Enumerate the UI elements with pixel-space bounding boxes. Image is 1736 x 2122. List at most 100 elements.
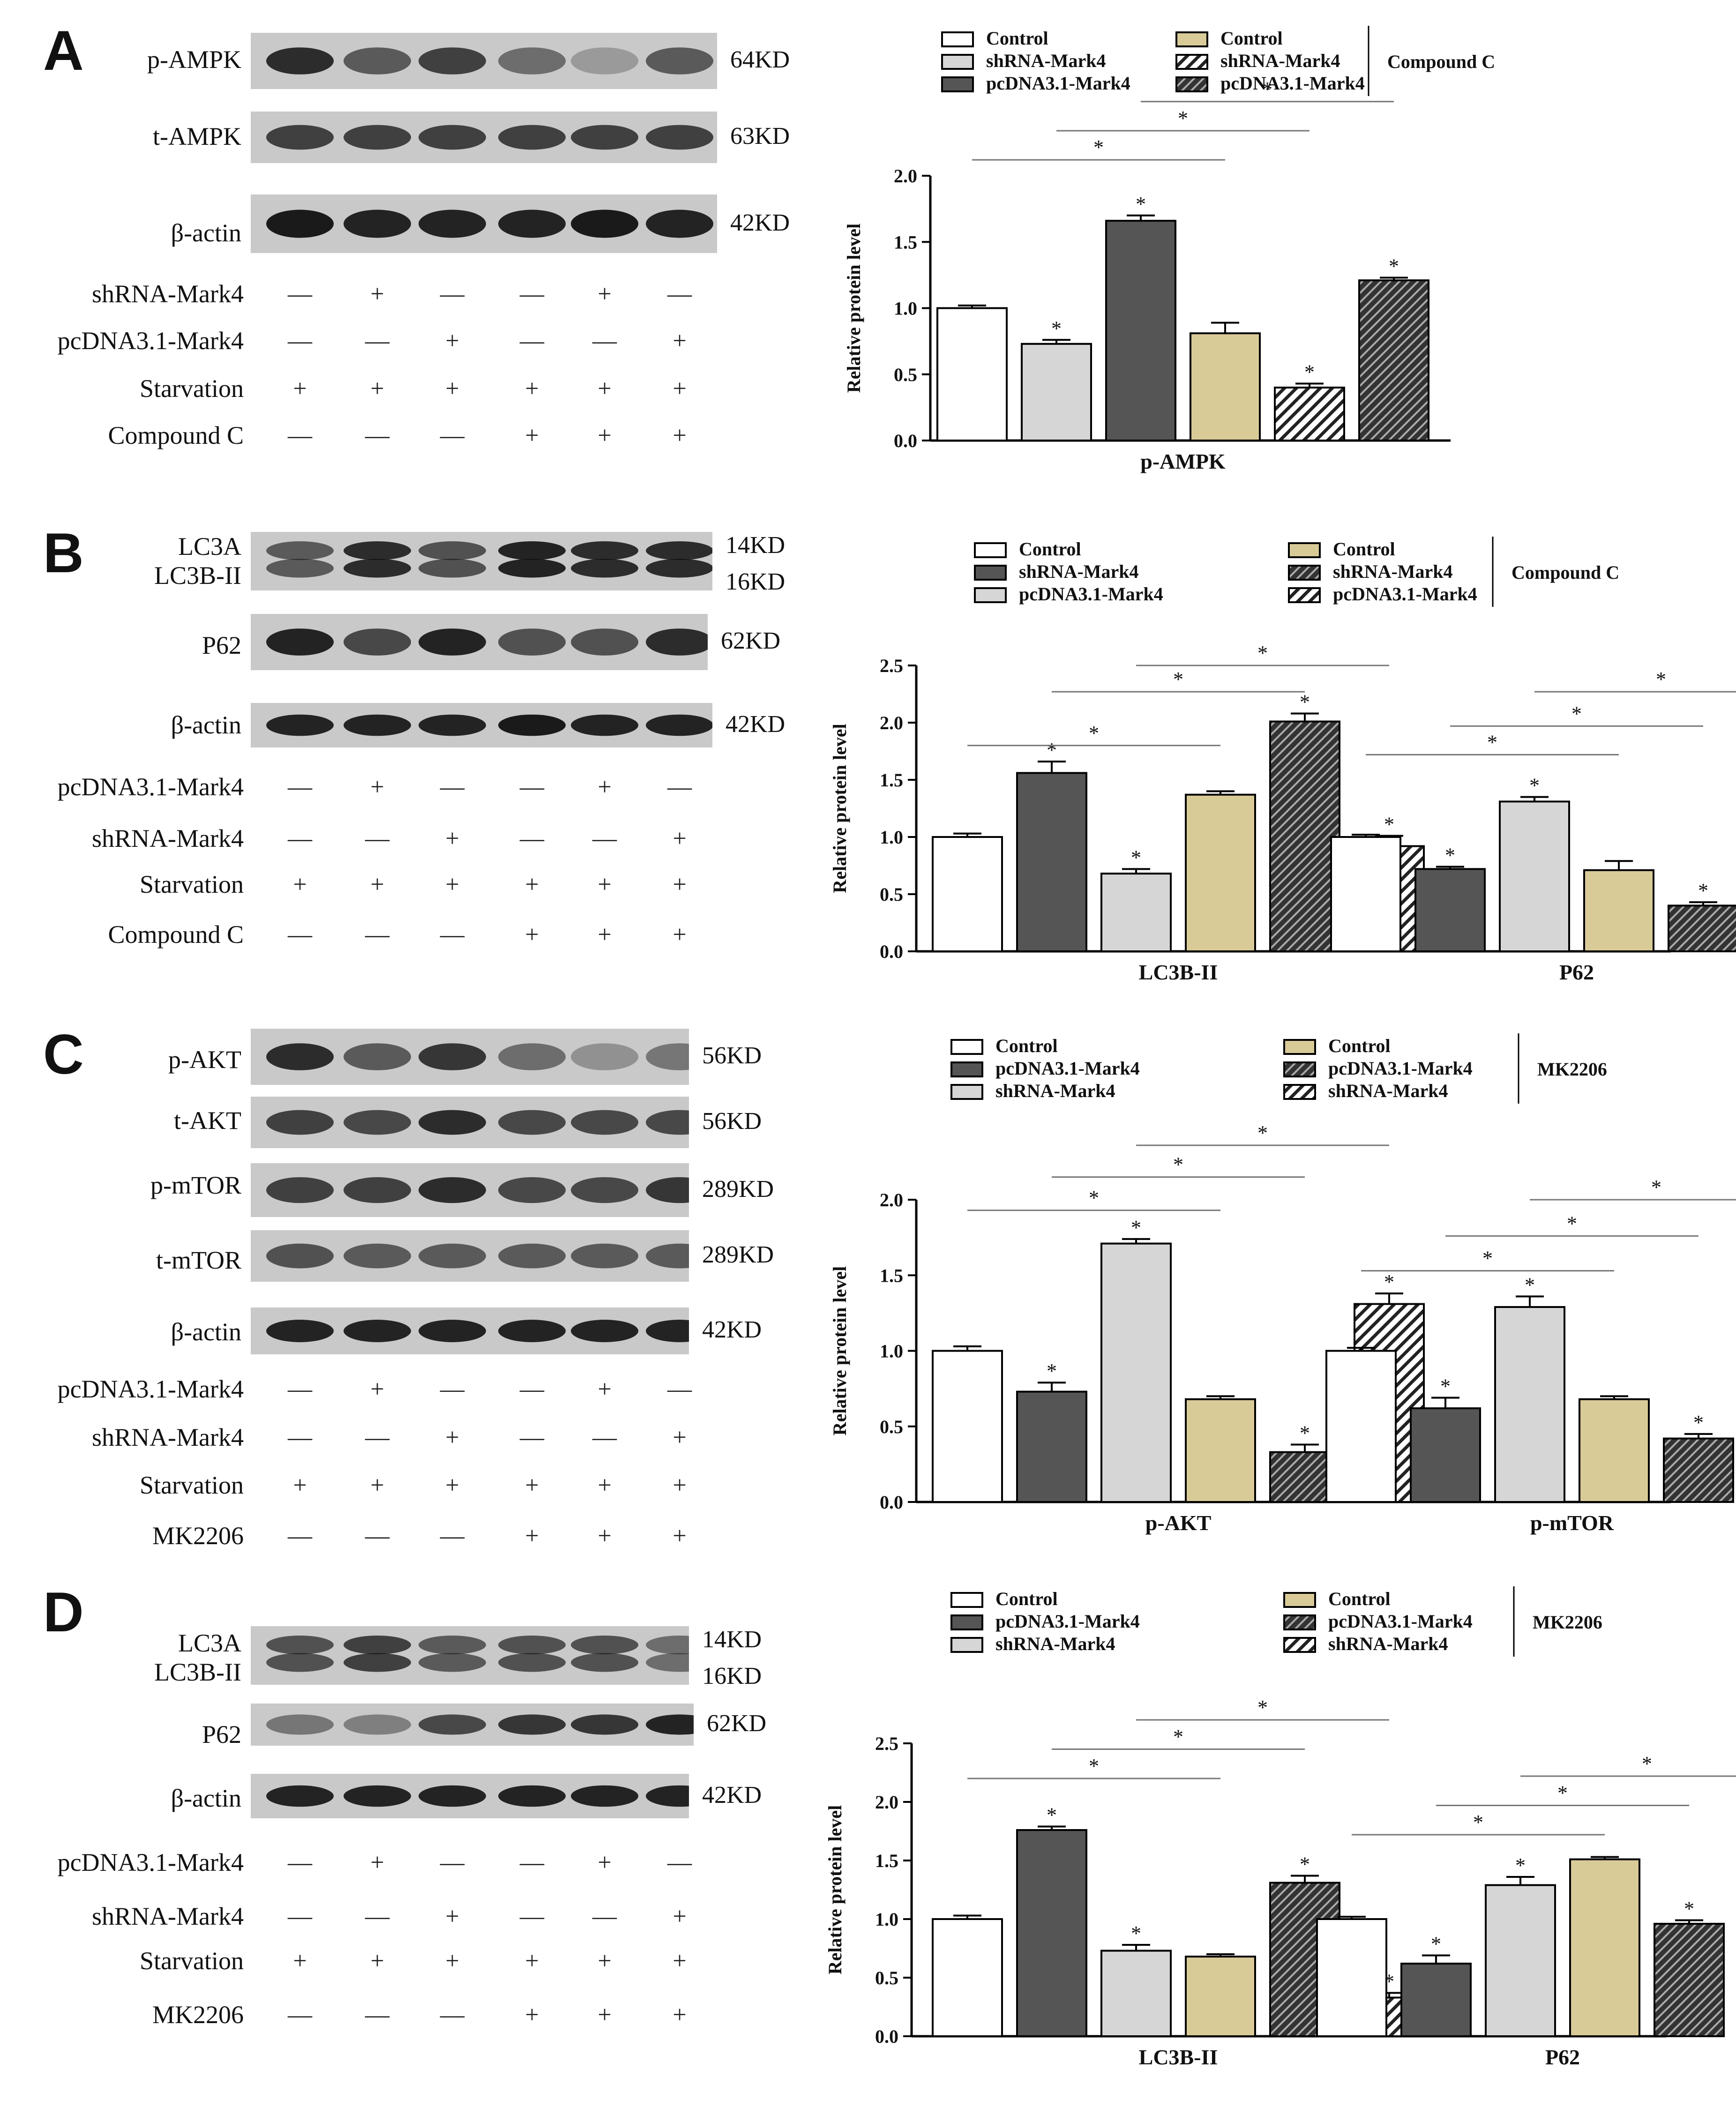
kd-marker: 289KD [702,1175,774,1203]
y-tick-label: 1.5 [875,1850,898,1871]
bar [1400,1963,1472,2037]
y-tick-label: 1.0 [880,827,903,848]
significance-star: * [1384,1270,1394,1293]
inhibitor-label: Compound C [1387,51,1495,72]
legend-swatch [1288,565,1321,581]
significance-line-star: * [1089,722,1099,745]
legend-swatch [1283,1614,1316,1630]
blot-band [571,125,638,150]
blot-band [266,209,334,238]
blot-row-label: β-actin [171,1318,241,1346]
blot-band [419,209,486,238]
blot-band [419,1110,486,1135]
blot-band [419,47,486,75]
blot-band [646,47,713,75]
blot-row-label: β-actin [171,219,241,247]
legend-label: shRNA-Mark4 [995,1633,1115,1654]
blot-band [498,1320,566,1342]
blot-strip-lc3a [251,1626,689,1685]
y-tick-label: 0.5 [880,1416,903,1437]
blot-band [498,1653,566,1672]
blot-row-label: β-actin [171,711,241,739]
condition-minus: — [592,328,617,354]
significance-line-star: * [1262,78,1272,101]
y-tick-label: 2.0 [894,165,917,187]
bar [1410,1407,1481,1503]
blot-band [419,628,486,656]
blot-band [498,1714,566,1735]
kd-marker: 62KD [707,1710,767,1737]
legend-label: Control [1019,538,1081,560]
condition-plus: + [370,1849,384,1876]
kd-marker: 14KD 16KD [726,527,785,600]
blot-band [498,1177,566,1203]
significance-line-star: * [1651,1176,1661,1199]
blot-band [646,1653,689,1672]
legend-swatch [1283,1592,1316,1608]
blot-band [419,1636,486,1654]
blot-band [498,125,566,150]
condition-plus: + [598,774,612,800]
condition-minus: — [440,422,464,449]
blot-band [646,1177,689,1203]
bar [1100,873,1172,952]
blot-row-label: t-AMPK [152,122,241,150]
blot-band [419,1714,486,1735]
condition-minus: — [288,825,312,852]
blot-band [571,1320,638,1342]
blot-band [498,1043,566,1070]
x-category-label: P62 [1559,960,1594,984]
kd-marker-line: 14KD [702,1626,762,1653]
legend-label: Control [995,1035,1058,1056]
significance-star: * [1047,1804,1057,1827]
blot-band [344,1714,411,1735]
blot-row-label: t-AKT [174,1106,241,1135]
legend-swatch [950,1637,983,1653]
condition-label: shRNA-Mark4 [92,1423,244,1451]
blot-strip-p62 [251,1704,694,1746]
condition-label: shRNA-Mark4 [92,824,244,852]
bar [1485,1884,1556,2037]
condition-minus: — [288,1903,312,1930]
blot-band [571,1110,638,1135]
significance-star: * [1389,255,1399,278]
condition-minus: — [667,1849,692,1876]
condition-minus: — [288,1523,312,1549]
legend-label: pcDNA3.1-Mark4 [1019,583,1163,605]
legend-label: pcDNA3.1-Mark4 [1333,583,1477,605]
blot-band [266,628,334,656]
significance-star: * [1384,813,1394,836]
significance-star: * [1047,1360,1057,1382]
blot-strip-p62 [251,614,708,670]
significance-line-star: * [1173,668,1183,691]
inhibitor-label: MK2206 [1533,1612,1602,1633]
bar [936,307,1008,441]
condition-minus: — [440,281,464,307]
blot-band [498,714,566,736]
y-tick-label: 1.0 [880,1341,903,1362]
blot-band [266,559,334,578]
blot-band [571,1785,638,1807]
bar [1100,1242,1172,1503]
condition-plus: + [525,375,539,402]
blot-strip-t-akt [251,1097,689,1148]
condition-plus: + [673,375,687,402]
condition-plus: + [525,871,539,898]
significance-star: * [1445,844,1455,867]
condition-plus: + [525,422,539,449]
condition-label: shRNA-Mark4 [92,1902,244,1930]
condition-minus: — [520,281,544,307]
legend-label: shRNA-Mark4 [1328,1080,1448,1101]
condition-minus: — [288,921,312,948]
blot-band [266,1177,334,1203]
bar [1414,868,1486,952]
condition-minus: — [520,1903,544,1930]
blot-band [419,1177,486,1203]
condition-minus: — [288,2002,312,2028]
blot-band [266,1110,334,1135]
condition-plus: + [598,1523,612,1549]
condition-minus: — [288,1849,312,1876]
condition-plus: + [445,825,459,852]
condition-plus: + [370,281,384,307]
blot-band [344,1243,411,1269]
